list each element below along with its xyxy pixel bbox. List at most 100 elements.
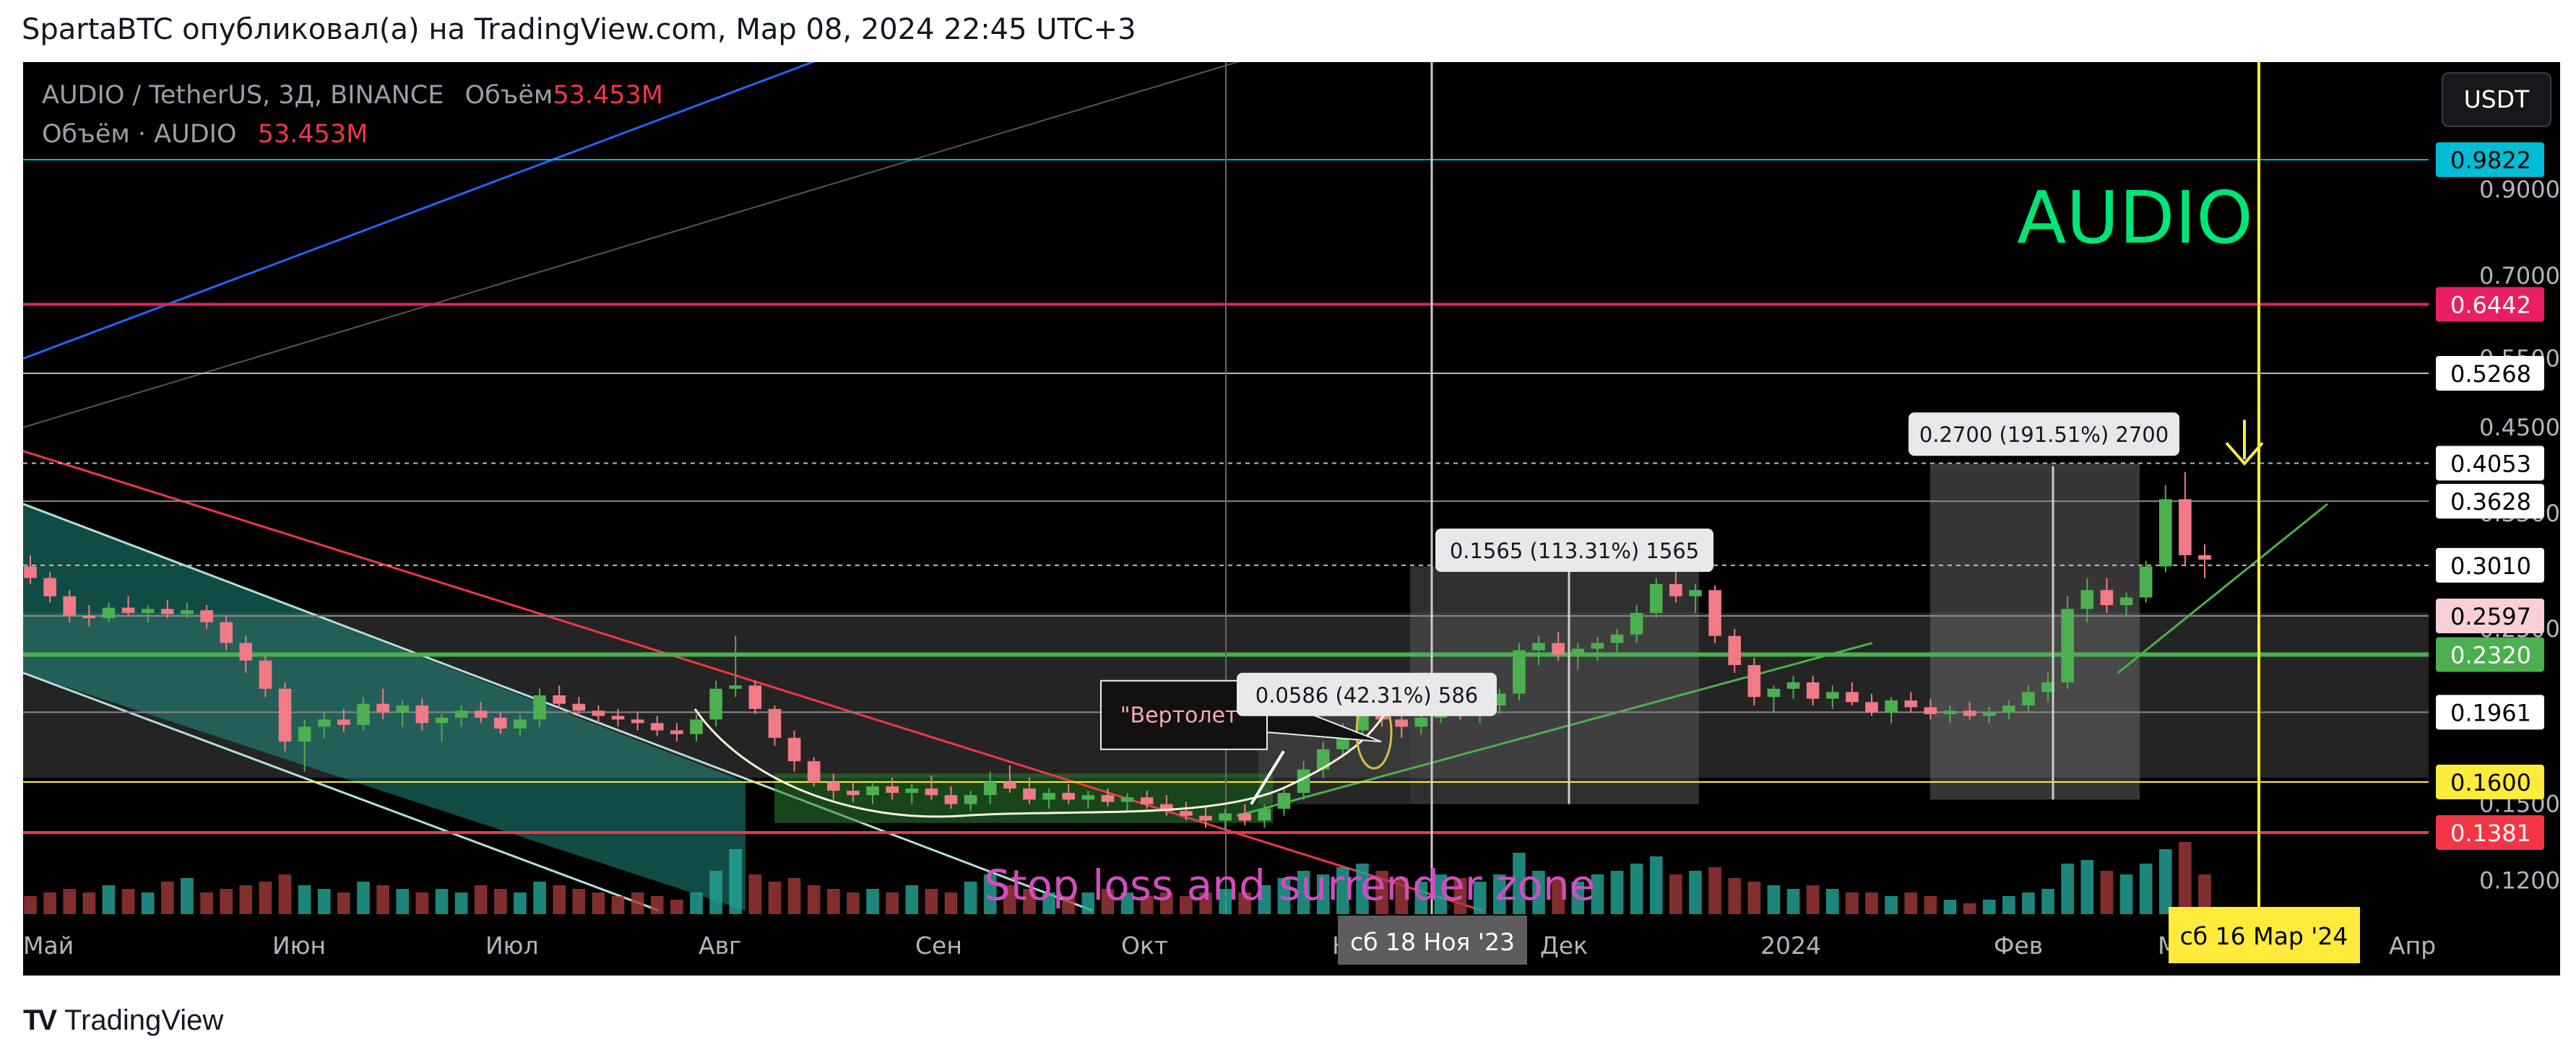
price-tag[interactable]: 0.1600 bbox=[2450, 769, 2531, 796]
candle[interactable] bbox=[1277, 793, 1291, 809]
stop-loss-zone-label[interactable]: Stop loss and surrender zone bbox=[984, 861, 1595, 910]
candle[interactable] bbox=[1219, 813, 1232, 821]
measure-label-3[interactable]: 0.2700 (191.51%) 2700 bbox=[1919, 422, 2169, 447]
measure-label-1[interactable]: 0.0586 (42.31%) 586 bbox=[1255, 683, 1478, 708]
candle[interactable] bbox=[611, 716, 625, 720]
price-tag-bg[interactable] bbox=[2436, 287, 2544, 322]
candle[interactable] bbox=[2061, 609, 2074, 682]
candle[interactable] bbox=[514, 719, 527, 729]
candle[interactable] bbox=[1708, 590, 1721, 636]
candle[interactable] bbox=[1180, 811, 1193, 816]
candle[interactable] bbox=[886, 786, 899, 794]
candle[interactable] bbox=[1767, 688, 1781, 698]
price-tag[interactable]: 0.2597 bbox=[2450, 603, 2531, 630]
candle[interactable] bbox=[415, 705, 429, 724]
time-axis[interactable] bbox=[23, 914, 2560, 976]
candle[interactable] bbox=[729, 685, 743, 689]
price-tag[interactable]: 0.3010 bbox=[2450, 552, 2531, 580]
candle[interactable] bbox=[2041, 682, 2054, 692]
candle[interactable] bbox=[964, 795, 977, 804]
candle[interactable] bbox=[670, 730, 683, 734]
candle[interactable] bbox=[866, 786, 879, 796]
candle[interactable] bbox=[1023, 789, 1036, 800]
symbol-legend[interactable]: AUDIO / TetherUS, 3Д, BINANCE Объём53.45… bbox=[42, 81, 663, 110]
candle[interactable] bbox=[82, 615, 96, 619]
candle[interactable] bbox=[709, 688, 722, 720]
price-tag-bg[interactable] bbox=[2436, 765, 2544, 800]
candle[interactable] bbox=[1120, 797, 1134, 802]
candle[interactable] bbox=[1101, 795, 1115, 802]
candle[interactable] bbox=[1825, 692, 1839, 699]
candle[interactable] bbox=[787, 737, 801, 762]
price-tag[interactable]: 0.5268 bbox=[2450, 360, 2531, 388]
callout-text[interactable]: "Вертолет" bbox=[1120, 703, 1248, 729]
price-tag[interactable]: 0.9822 bbox=[2450, 147, 2531, 174]
candle[interactable] bbox=[1238, 813, 1252, 821]
candle[interactable] bbox=[1904, 700, 1918, 708]
price-tag-bg[interactable] bbox=[2436, 695, 2544, 730]
price-tag[interactable]: 0.2320 bbox=[2450, 642, 2531, 669]
candle[interactable] bbox=[1846, 692, 1859, 703]
volume-legend[interactable]: Объём · AUDIO 53.453M bbox=[42, 120, 368, 149]
candle[interactable] bbox=[748, 685, 762, 709]
candle[interactable] bbox=[259, 660, 272, 689]
price-tag[interactable]: 0.1381 bbox=[2450, 820, 2531, 847]
candle[interactable] bbox=[454, 711, 468, 718]
currency-badge[interactable]: USDT bbox=[2442, 72, 2551, 127]
green-trendline-1[interactable] bbox=[1236, 641, 1873, 817]
candle[interactable] bbox=[2158, 499, 2172, 567]
candle[interactable] bbox=[1591, 643, 1604, 649]
candle[interactable] bbox=[1728, 635, 1742, 666]
chart-panel[interactable]: AUDIO Stop loss and surrender zone "Вертол… bbox=[23, 62, 2560, 976]
candle[interactable] bbox=[220, 622, 233, 643]
candle[interactable] bbox=[317, 719, 331, 727]
candle[interactable] bbox=[1649, 583, 1663, 613]
price-tag[interactable]: 0.1961 bbox=[2450, 699, 2531, 726]
candle[interactable] bbox=[1042, 793, 1055, 800]
candle[interactable] bbox=[337, 719, 350, 725]
candle[interactable] bbox=[141, 609, 155, 613]
candle[interactable] bbox=[905, 789, 919, 794]
candle[interactable] bbox=[474, 711, 488, 718]
candle[interactable] bbox=[2100, 590, 2114, 606]
price-tag[interactable]: 0.4053 bbox=[2450, 451, 2531, 478]
helicopter-curve[interactable] bbox=[693, 696, 1397, 818]
candle[interactable] bbox=[493, 717, 507, 729]
candle[interactable] bbox=[572, 703, 586, 711]
candle[interactable] bbox=[376, 703, 389, 713]
candle[interactable] bbox=[1297, 769, 1310, 794]
candle[interactable] bbox=[983, 782, 997, 796]
candle[interactable] bbox=[181, 610, 194, 614]
price-tag-bg[interactable] bbox=[2436, 446, 2544, 481]
candle[interactable] bbox=[2198, 555, 2211, 560]
price-tag[interactable]: 0.3628 bbox=[2450, 488, 2531, 516]
candle[interactable] bbox=[768, 708, 782, 738]
price-tag[interactable]: 0.6442 bbox=[2450, 291, 2531, 318]
down-arrow-icon[interactable] bbox=[2225, 420, 2264, 466]
candle[interactable] bbox=[1610, 634, 1624, 643]
candle[interactable] bbox=[2179, 499, 2192, 555]
candle[interactable] bbox=[533, 695, 546, 720]
marker-time-label[interactable]: сб 16 Мар '24 bbox=[2180, 922, 2348, 950]
candle[interactable] bbox=[826, 782, 840, 791]
candle[interactable] bbox=[357, 703, 370, 725]
candle[interactable] bbox=[2139, 566, 2153, 598]
price-tag-bg[interactable] bbox=[2436, 637, 2544, 672]
candle[interactable] bbox=[1140, 797, 1154, 804]
measure-label-2-bg[interactable] bbox=[1435, 529, 1713, 573]
marker-time-bg[interactable] bbox=[2169, 907, 2360, 963]
candle[interactable] bbox=[1513, 650, 1526, 694]
candle[interactable] bbox=[1532, 643, 1545, 651]
candle[interactable] bbox=[1571, 648, 1585, 655]
candle[interactable] bbox=[2002, 705, 2015, 713]
candle[interactable] bbox=[2119, 597, 2133, 606]
measure-label-1-bg[interactable] bbox=[1237, 672, 1497, 716]
candle[interactable] bbox=[1316, 749, 1330, 770]
candle[interactable] bbox=[43, 578, 56, 596]
chart-canvas[interactable]: AUDIO Stop loss and surrender zone "Вертол… bbox=[23, 62, 2560, 976]
price-tag-bg[interactable] bbox=[2436, 484, 2544, 519]
channel-upper-line[interactable] bbox=[23, 503, 1093, 912]
candle[interactable] bbox=[161, 609, 174, 614]
candle[interactable] bbox=[1003, 782, 1016, 789]
candle[interactable] bbox=[435, 717, 449, 724]
